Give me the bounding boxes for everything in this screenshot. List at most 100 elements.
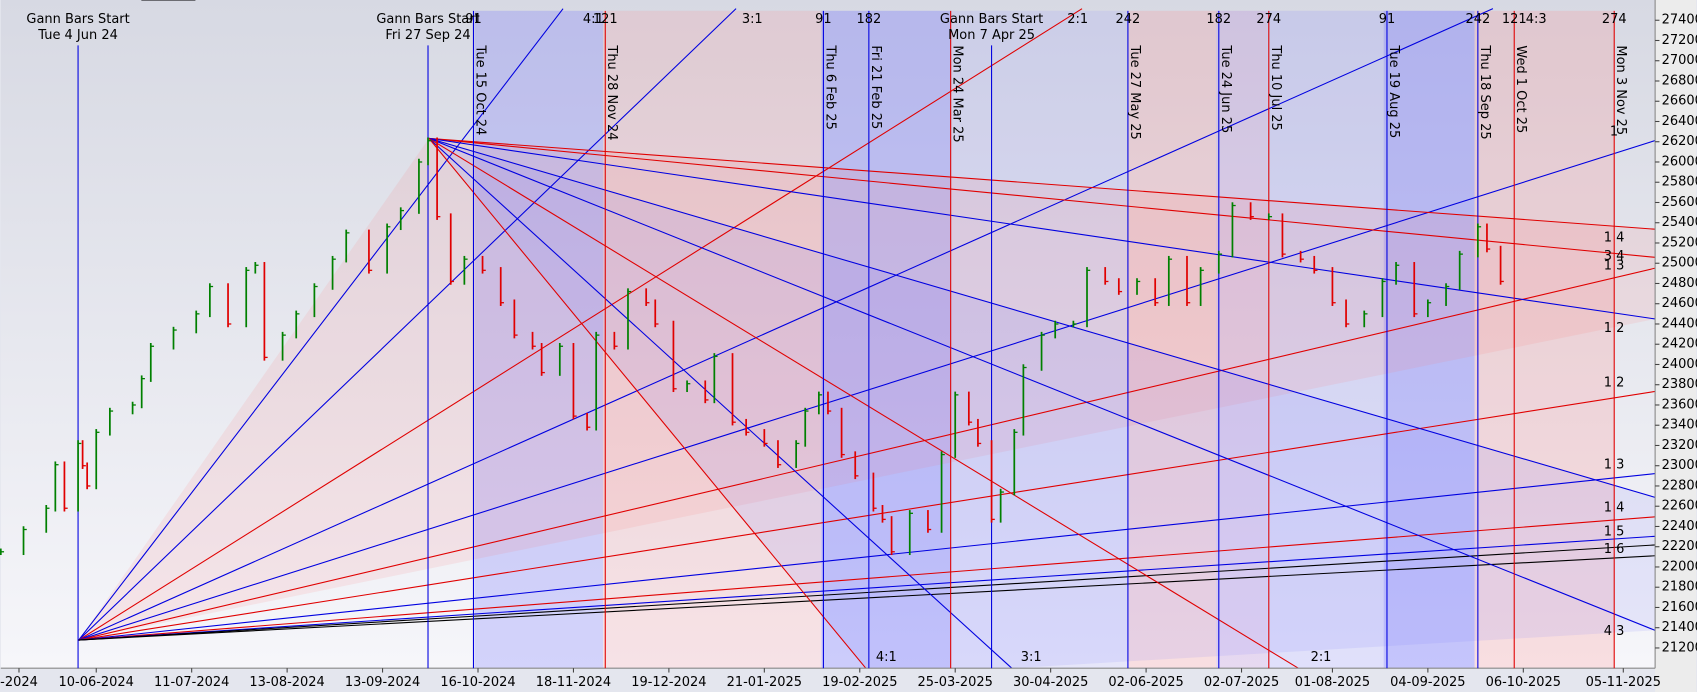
y-tick-label: 27200 bbox=[1662, 33, 1697, 48]
fan-label: 1 6 bbox=[1604, 542, 1625, 557]
fan-label: 1 4 bbox=[1604, 501, 1625, 516]
event-label: Thu 28 Nov 24 bbox=[604, 44, 619, 140]
x-tick-label: -2024 bbox=[0, 675, 38, 690]
y-tick-label: 23000 bbox=[1662, 458, 1697, 473]
y-tick-label: 22800 bbox=[1662, 478, 1697, 493]
fan-label: 2:1 bbox=[1311, 650, 1332, 665]
y-tick-label: 24200 bbox=[1662, 337, 1697, 352]
y-tick-label: 22000 bbox=[1662, 559, 1697, 574]
event-count: 274 bbox=[1602, 12, 1627, 27]
event-count: 182 bbox=[1206, 12, 1231, 27]
fan-label: 1 3 bbox=[1604, 258, 1625, 273]
bands bbox=[78, 10, 1656, 669]
x-tick-label: 10-06-2024 bbox=[59, 675, 134, 690]
y-tick-label: 24600 bbox=[1662, 296, 1697, 311]
x-tick-label: 19-02-2025 bbox=[822, 675, 897, 690]
event-count: 121 bbox=[593, 12, 618, 27]
y-tick-label: 27400 bbox=[1662, 13, 1697, 28]
fan-label: 4:1 bbox=[876, 650, 897, 665]
x-tick-label: 25-03-2025 bbox=[918, 675, 993, 690]
y-tick-label: 22200 bbox=[1662, 539, 1697, 554]
y-tick-label: 25800 bbox=[1662, 175, 1697, 190]
y-tick-label: 26800 bbox=[1662, 73, 1697, 88]
y-tick-label: 23800 bbox=[1662, 377, 1697, 392]
x-tick-label: 05-11-2025 bbox=[1586, 675, 1661, 690]
gann-start-title: Gann Bars Start bbox=[26, 12, 129, 27]
fan-label: 2:1 bbox=[1067, 12, 1088, 27]
event-label: Mon 24 Mar 25 bbox=[950, 45, 965, 142]
y-tick-label: 21200 bbox=[1662, 640, 1697, 655]
x-tick-label: 21-01-2025 bbox=[727, 675, 802, 690]
y-tick-label: 23600 bbox=[1662, 397, 1697, 412]
event-count: 91 bbox=[1379, 12, 1396, 27]
y-tick-label: 26400 bbox=[1662, 114, 1697, 129]
fan-label: 4:1 bbox=[583, 12, 604, 27]
y-tick-label: 21400 bbox=[1662, 620, 1697, 635]
fan-label: 1 4 bbox=[1604, 230, 1625, 245]
y-tick-label: 25400 bbox=[1662, 215, 1697, 230]
y-tick-label: 25600 bbox=[1662, 195, 1697, 210]
x-tick-label: 30-04-2025 bbox=[1013, 675, 1088, 690]
y-tick-label: 27000 bbox=[1662, 53, 1697, 68]
event-label: Mon 3 Nov 25 bbox=[1613, 45, 1628, 135]
y-tick-label: 25200 bbox=[1662, 235, 1697, 250]
x-tick-label: 19-12-2024 bbox=[631, 675, 706, 690]
y-tick-label: 22600 bbox=[1662, 499, 1697, 514]
y-tick-label: 26200 bbox=[1662, 134, 1697, 149]
event-label: Tue 19 Aug 25 bbox=[1386, 44, 1401, 138]
fan-label: 3:1 bbox=[1021, 650, 1042, 665]
x-tick-label: 01-08-2025 bbox=[1295, 675, 1370, 690]
fan-label: 1 bbox=[1610, 124, 1618, 139]
event-label: Thu 18 Sep 25 bbox=[1477, 44, 1492, 139]
event-label: Thu 6 Feb 25 bbox=[822, 44, 837, 129]
event-label: Fri 21 Feb 25 bbox=[868, 45, 883, 129]
y-tick-label: 24400 bbox=[1662, 316, 1697, 331]
x-tick-label: 18-11-2024 bbox=[536, 675, 611, 690]
x-tick-label: 13-09-2024 bbox=[345, 675, 420, 690]
plot-background bbox=[0, 0, 1656, 669]
event-count: 242 bbox=[1116, 12, 1141, 27]
gann-fan-lines bbox=[78, 0, 1656, 669]
x-tick-label: 02-06-2025 bbox=[1108, 675, 1183, 690]
fan-label: 1 5 bbox=[1604, 524, 1625, 539]
fan-label: 1 3 bbox=[1604, 457, 1625, 472]
event-label: Wed 1 Oct 25 bbox=[1513, 45, 1528, 133]
event-label: Tue 27 May 25 bbox=[1127, 44, 1142, 139]
x-tick-label: 16-10-2024 bbox=[440, 675, 515, 690]
event-count: 242 bbox=[1465, 12, 1490, 27]
x-tick-label: 11-07-2024 bbox=[154, 675, 229, 690]
axis-background bbox=[1655, 0, 1697, 692]
event-count: 91 bbox=[465, 12, 482, 27]
event-count: 121 bbox=[1502, 12, 1527, 27]
event-count: 182 bbox=[856, 12, 881, 27]
fan-label: 4:3 bbox=[1526, 12, 1547, 27]
y-tick-label: 26000 bbox=[1662, 154, 1697, 169]
y-tick-label: 23200 bbox=[1662, 438, 1697, 453]
y-tick-label: 21600 bbox=[1662, 600, 1697, 615]
gann-start-title: Gann Bars Start bbox=[376, 12, 479, 27]
y-tick-label: 24800 bbox=[1662, 276, 1697, 291]
event-label: Thu 10 Jul 25 bbox=[1268, 44, 1283, 130]
x-tick-label: 02-07-2025 bbox=[1204, 675, 1279, 690]
x-tick-label: 13-08-2024 bbox=[249, 675, 324, 690]
y-tick-label: 25000 bbox=[1662, 256, 1697, 271]
event-count: 91 bbox=[815, 12, 832, 27]
fan-label: 1 2 bbox=[1604, 375, 1625, 390]
event-label: Tue 15 Oct 24 bbox=[472, 44, 487, 135]
event-label: Tue 24 Jun 25 bbox=[1218, 44, 1233, 133]
gann-start-date: Tue 4 Jun 24 bbox=[37, 28, 118, 43]
y-tick-label: 23400 bbox=[1662, 418, 1697, 433]
gann-start-date: Fri 27 Sep 24 bbox=[385, 28, 470, 43]
fan-label: 3 4 bbox=[1604, 249, 1625, 264]
y-tick-label: 26600 bbox=[1662, 94, 1697, 109]
fan-label: 4 3 bbox=[1604, 624, 1625, 639]
y-tick-label: 21800 bbox=[1662, 580, 1697, 595]
x-tick-label: 04-09-2025 bbox=[1390, 675, 1465, 690]
fan-label: 1 2 bbox=[1604, 321, 1625, 336]
gann-start-date: Mon 7 Apr 25 bbox=[948, 28, 1035, 43]
event-count: 274 bbox=[1256, 12, 1281, 27]
x-tick-label: 06-10-2025 bbox=[1486, 675, 1561, 690]
y-tick-label: 24000 bbox=[1662, 357, 1697, 372]
y-tick-label: 22400 bbox=[1662, 519, 1697, 534]
